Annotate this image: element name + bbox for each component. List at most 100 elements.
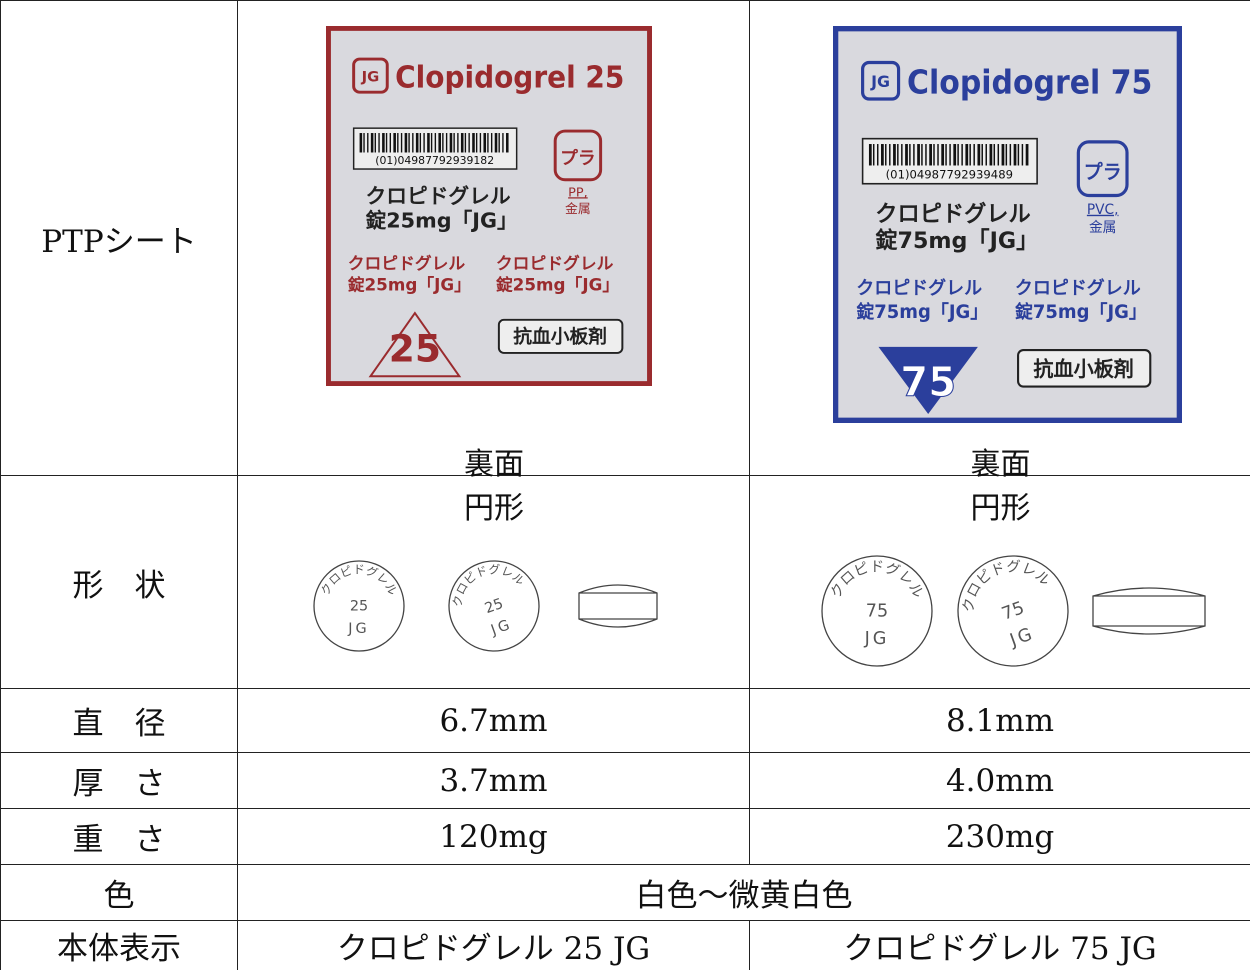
material: 金属 <box>565 201 591 217</box>
barcode-bar <box>929 144 932 166</box>
value-cell: 8.1mm <box>750 689 1250 753</box>
brand: Clopidogrel 25 <box>395 61 624 96</box>
barcode-bar <box>1017 144 1020 166</box>
shape-cell <box>750 476 1250 689</box>
barcode-bar <box>945 144 947 166</box>
barcode-bar <box>374 133 376 153</box>
barcode-bar <box>1005 144 1008 166</box>
barcode-bar <box>993 144 996 166</box>
imprint-mark: JG <box>488 616 515 639</box>
row-label: 重 さ <box>1 809 238 865</box>
barcode-bar <box>378 133 380 153</box>
barcode-bar <box>909 144 911 166</box>
barcode-bar <box>445 133 448 153</box>
small-name: 錠25mg「JG」 <box>348 275 471 295</box>
barcode-bar <box>973 144 975 166</box>
barcode-bar <box>1009 144 1012 166</box>
barcode-bar <box>464 133 467 153</box>
shape-cell <box>238 476 750 689</box>
material: PVC, <box>1087 202 1119 218</box>
logo: JG <box>361 69 380 86</box>
row-label: 厚 さ <box>1 753 238 809</box>
barcode-bar <box>393 133 396 153</box>
sheet-caption: 裏面 <box>970 447 1031 482</box>
brand: Clopidogrel 75 <box>907 62 1152 101</box>
row-label: 形 状 <box>1 476 238 689</box>
logo: JG <box>870 72 890 91</box>
row-label: 本体表示 <box>1 921 238 970</box>
barcode-bar <box>453 133 455 153</box>
barcode-bar <box>937 144 939 166</box>
recycle-mark <box>553 129 603 182</box>
barcode-bar <box>468 133 470 153</box>
recycle-label: プラ <box>1084 160 1122 183</box>
imprint-mark: JG <box>347 621 369 637</box>
value-cell: 白色～微黄白色 <box>238 865 1250 921</box>
barcode-bar <box>434 133 437 153</box>
barcode-bar <box>917 144 920 166</box>
value-cell: 120mg <box>238 809 750 865</box>
barcode-bar <box>1013 144 1017 166</box>
barcode-bar <box>897 144 899 166</box>
barcode-bar <box>921 144 923 166</box>
barcode-bar <box>881 144 884 166</box>
recycle-label: プラ <box>560 147 596 169</box>
barcode-bar <box>868 144 872 166</box>
barcode-bar <box>385 133 388 153</box>
barcode-bar <box>408 133 410 153</box>
barcode-bar <box>412 133 414 153</box>
barcode-bar <box>359 133 363 153</box>
row-label: 直 径 <box>1 689 238 753</box>
imprint-strength: 25 <box>483 596 506 617</box>
barcode-bar <box>969 144 971 166</box>
shape-caption: 円形 <box>970 491 1031 526</box>
tablet-side <box>578 584 658 628</box>
strength: 75 <box>900 358 956 406</box>
tablet-outline <box>821 555 933 667</box>
barcode-bar <box>885 144 887 166</box>
imprint-strength: 75 <box>866 602 888 622</box>
recycle-mark <box>1076 140 1129 198</box>
ptp-sheet-image: JG Clopidogrel 25 (01)04987792939182 プラ PP,金… <box>326 26 652 386</box>
imprint-strength: 25 <box>350 599 368 615</box>
barcode-bar <box>389 133 392 153</box>
tablet-outline <box>957 555 1069 667</box>
barcode-bar <box>893 144 896 166</box>
material: PP, <box>568 185 588 200</box>
barcode-bar <box>925 144 927 166</box>
barcode-bar <box>941 144 945 166</box>
barcode-bar <box>949 144 951 166</box>
barcode-bar <box>502 133 504 153</box>
barcode-bar <box>400 133 403 153</box>
small-name: 錠75mg「JG」 <box>856 301 988 323</box>
imprint-mark: JG <box>864 629 890 649</box>
name: クロピドグレル <box>875 200 1030 227</box>
sheet-cell <box>238 1 750 476</box>
barcode-bar <box>483 133 487 153</box>
barcode-bar <box>397 133 399 153</box>
barcode-bar <box>953 144 957 166</box>
sheet-cell <box>750 1 1250 476</box>
barcode-bar <box>901 144 903 166</box>
value-cell: 230mg <box>750 809 1250 865</box>
barcode-bar <box>404 133 408 153</box>
barcode-bar <box>872 144 875 166</box>
barcode-bar <box>957 144 959 166</box>
value-cell: クロピドグレル 25 JG <box>238 921 750 970</box>
ptp-sheet-image: JG Clopidogrel 75 (01)04987792939489 プラ PVC,… <box>833 26 1182 423</box>
barcode-bar <box>438 133 441 153</box>
tablet-outline <box>313 560 405 652</box>
value-cell: 6.7mm <box>238 689 750 753</box>
barcode-bar <box>475 133 478 153</box>
barcode-bar <box>876 144 879 166</box>
barcode-bar <box>977 144 981 166</box>
small-name: 錠25mg「JG」 <box>496 275 619 295</box>
barcode-bar <box>449 133 453 153</box>
strength-triangle <box>368 311 462 378</box>
barcode-bar <box>889 144 891 166</box>
barcode-bar <box>933 144 935 166</box>
